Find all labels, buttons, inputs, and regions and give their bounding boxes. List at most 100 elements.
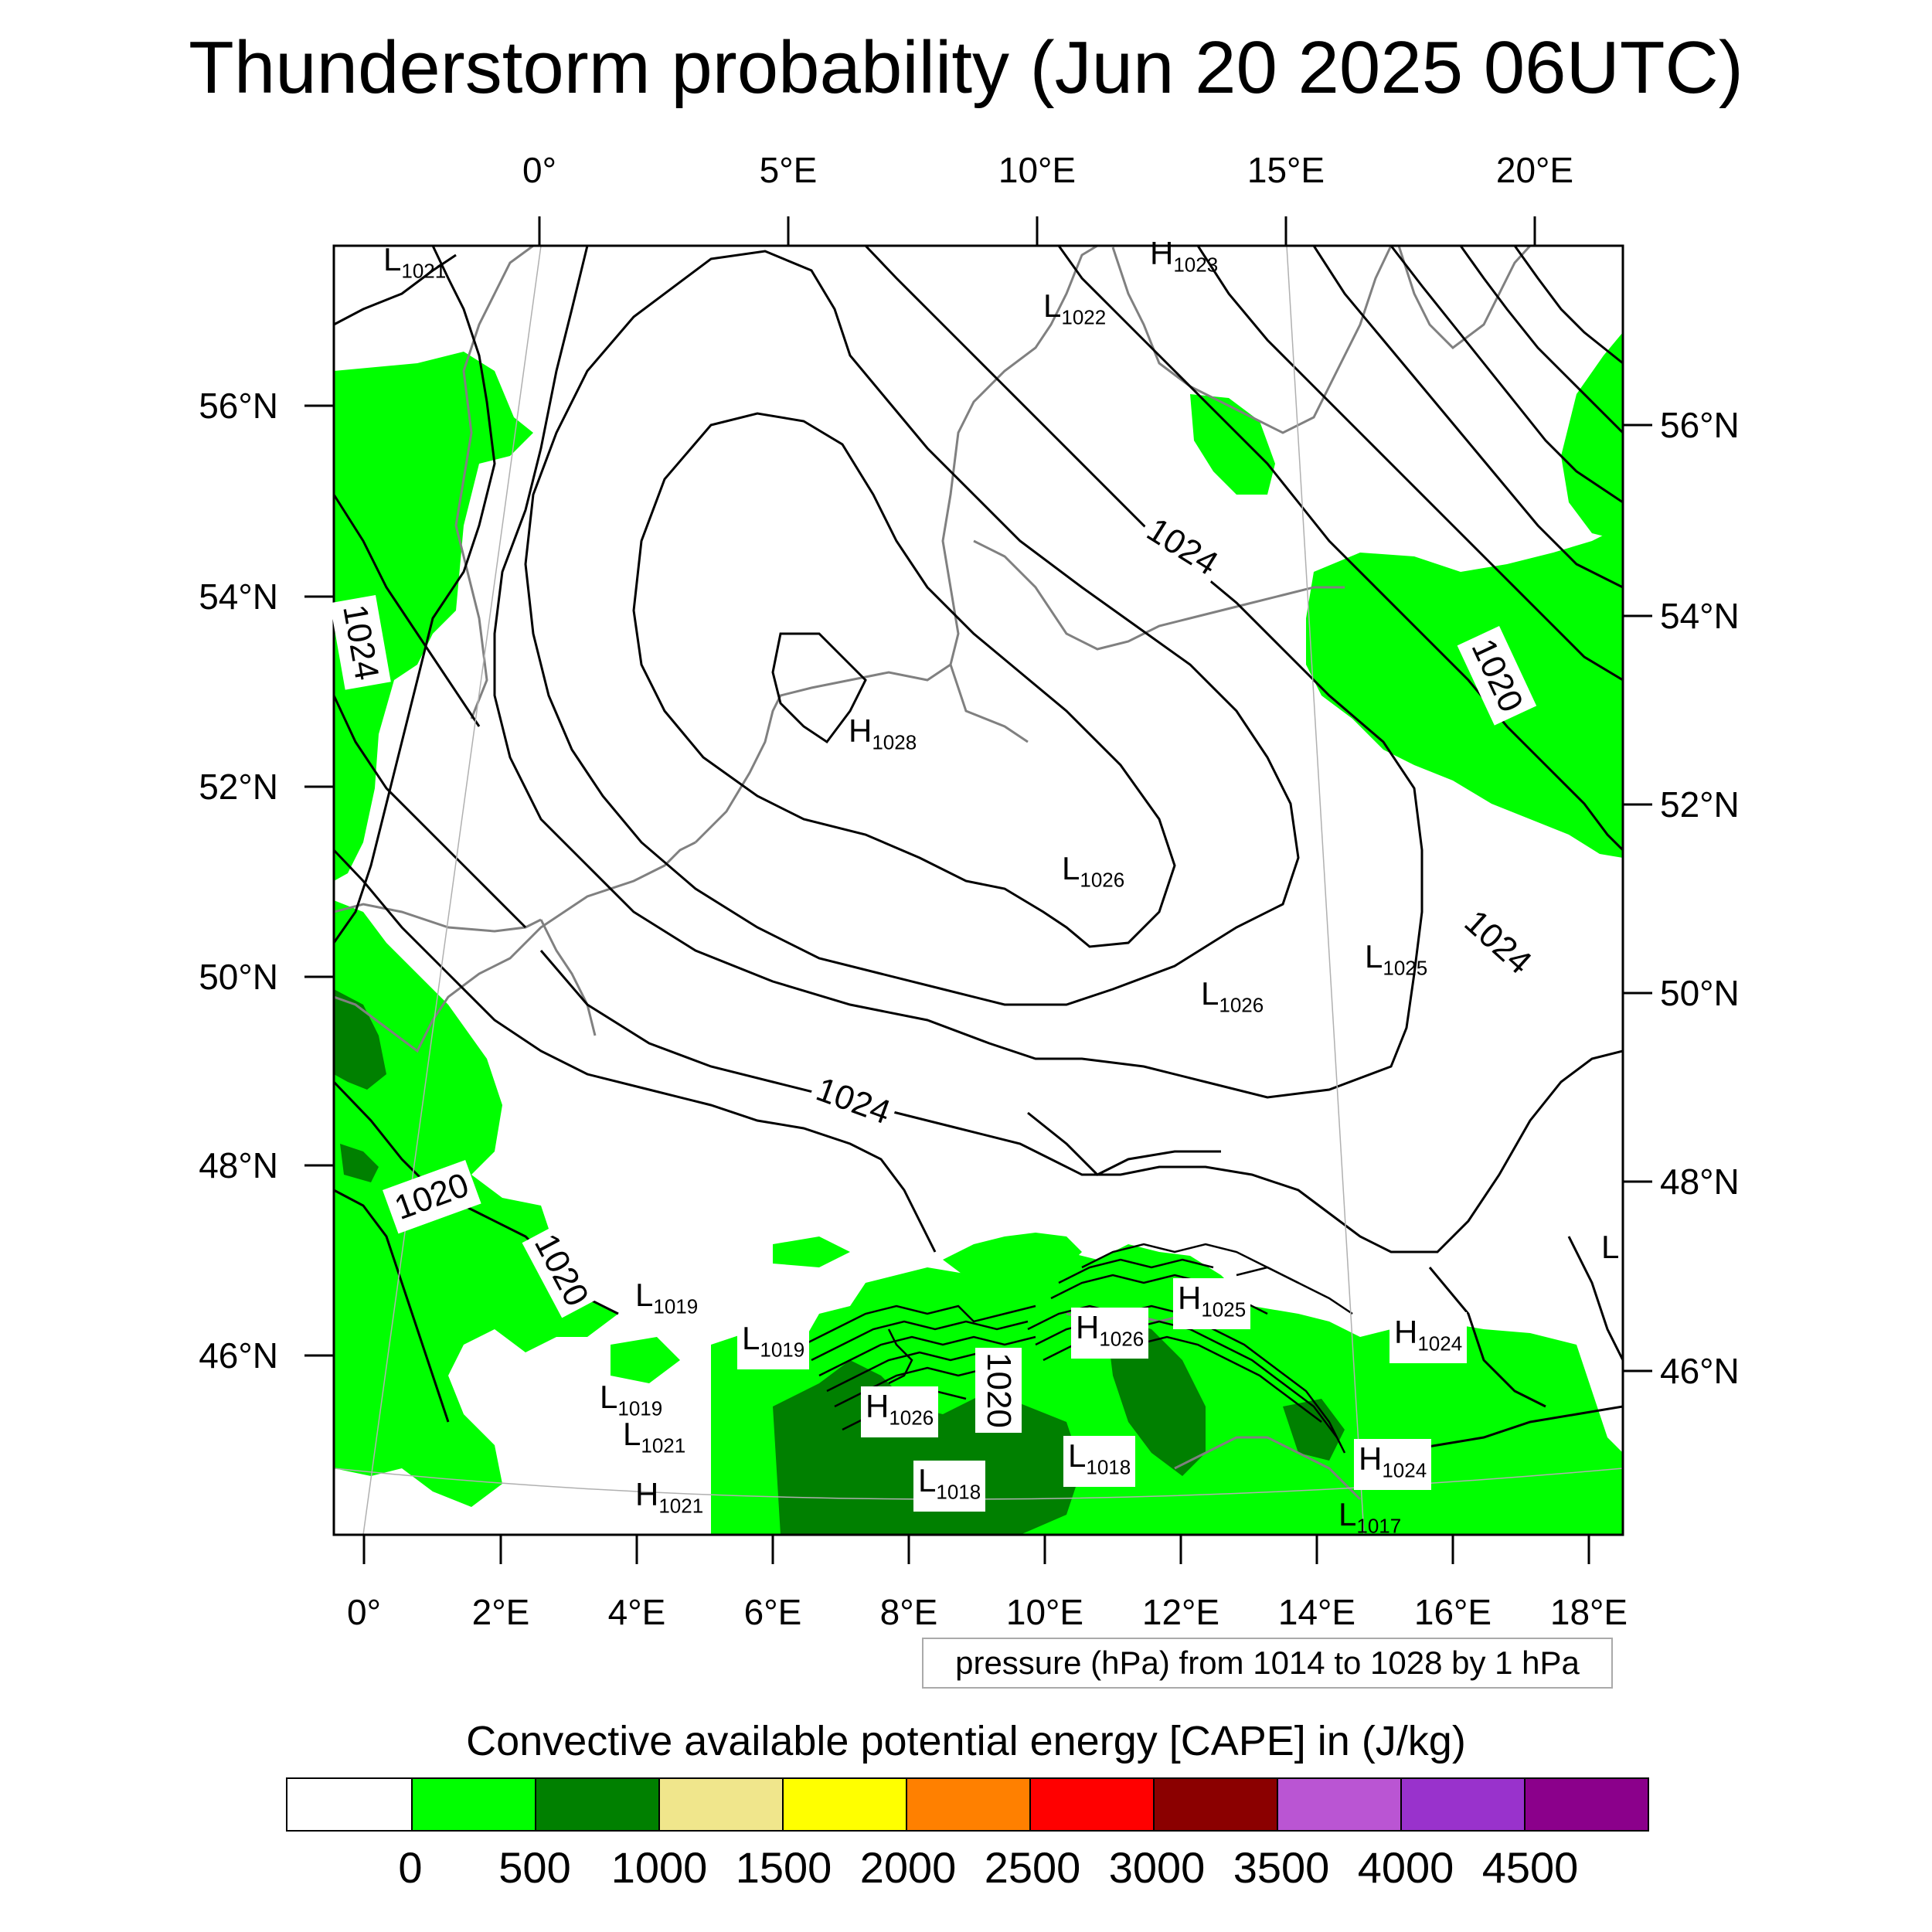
pressure-center: H1026 xyxy=(1071,1308,1149,1359)
right-lat-label: 48°N xyxy=(1660,1162,1740,1202)
center-value: 1023 xyxy=(1173,253,1219,277)
bottom-lon-label: 8°E xyxy=(879,1592,938,1632)
pressure-center: L1022 xyxy=(1043,286,1106,337)
center-value: 1026 xyxy=(1080,868,1125,892)
isobar-1023 xyxy=(1196,246,1623,682)
map-title: Thunderstorm probability (Jun 20 2025 06… xyxy=(189,26,1743,109)
center-type: L xyxy=(1338,1496,1357,1532)
center-value: 1024 xyxy=(1382,1458,1427,1482)
contour-label: 1020 xyxy=(975,1348,1022,1433)
coast-baltic-east xyxy=(1397,246,1532,349)
top-lon-label: 15°E xyxy=(1247,150,1325,190)
center-value: 1019 xyxy=(760,1338,805,1362)
pressure-center: L1025 xyxy=(1365,937,1427,988)
legend-tick: 2500 xyxy=(984,1843,1081,1892)
center-type: L xyxy=(1601,1229,1620,1265)
right-lat-label: 54°N xyxy=(1660,596,1740,636)
center-value: 1026 xyxy=(1099,1327,1145,1351)
isobar-1020-a xyxy=(1459,246,1623,434)
cape-area-baltic xyxy=(1190,394,1275,495)
center-type: L xyxy=(383,241,402,277)
color-swatch xyxy=(1277,1779,1400,1830)
cape-dark-west xyxy=(334,989,386,1182)
center-value: 1019 xyxy=(617,1396,663,1420)
cape-area-poland xyxy=(1306,526,1623,858)
pressure-note: pressure (hPa) from 1014 to 1028 by 1 hP… xyxy=(922,1638,1613,1689)
isobar-1021-c xyxy=(334,253,457,326)
color-swatch xyxy=(906,1779,1029,1830)
meridian-15e xyxy=(1286,246,1365,1535)
pressure-center: L1019 xyxy=(737,1318,810,1370)
cape-area-alps xyxy=(943,1233,1082,1283)
isobar-1021 xyxy=(1389,246,1623,504)
coast-baltic xyxy=(973,539,1345,651)
color-swatch xyxy=(782,1779,906,1830)
center-type: L xyxy=(1043,287,1062,324)
left-lat-label: 46°N xyxy=(199,1335,278,1376)
color-swatch xyxy=(658,1779,782,1830)
coast-france xyxy=(334,841,696,1053)
bottom-lon-label: 6°E xyxy=(743,1592,802,1632)
isobar-1028 xyxy=(771,632,867,744)
border-2 xyxy=(949,664,1029,743)
isobar-1024-d xyxy=(1027,1111,1221,1176)
center-type: H xyxy=(635,1476,659,1512)
axis-ticks xyxy=(304,216,1652,1564)
top-lon-label: 20°E xyxy=(1495,150,1574,190)
isobar-1019 xyxy=(1513,246,1623,365)
bottom-lon-label: 10°E xyxy=(1005,1592,1084,1632)
cape-area-scattered xyxy=(611,1236,850,1383)
pressure-center: L1018 xyxy=(1063,1436,1136,1488)
center-type: H xyxy=(866,1388,889,1424)
bottom-lon-label: 4°E xyxy=(607,1592,666,1632)
legend-tick: 0 xyxy=(398,1843,423,1892)
pressure-center: H1028 xyxy=(849,711,917,762)
legend-tick: 3500 xyxy=(1233,1843,1330,1892)
center-type: H xyxy=(1394,1314,1418,1350)
legend-tick: 1500 xyxy=(735,1843,832,1892)
cape-dark-east xyxy=(1105,1314,1345,1476)
coast-sweden xyxy=(1111,246,1393,434)
pressure-center: H1024 xyxy=(1389,1312,1468,1364)
center-value: 1021 xyxy=(641,1434,686,1458)
coast-britain xyxy=(454,246,534,719)
top-lon-label: 5°E xyxy=(759,150,818,190)
meridian-0 xyxy=(362,246,542,1535)
bottom-lon-label: 16°E xyxy=(1413,1592,1492,1632)
pressure-center: L1026 xyxy=(1062,849,1124,900)
center-type: L xyxy=(635,1277,654,1313)
pressure-center: L1017 xyxy=(1338,1495,1401,1546)
center-type: H xyxy=(1178,1280,1202,1316)
center-type: L xyxy=(1062,850,1080,886)
isobar-1027 xyxy=(632,412,1176,948)
right-lat-label: 46°N xyxy=(1660,1351,1740,1391)
center-type: L xyxy=(623,1416,641,1452)
pressure-center: H1025 xyxy=(1173,1278,1251,1330)
left-lat-label: 54°N xyxy=(199,577,278,617)
center-value: 1017 xyxy=(1356,1514,1402,1538)
center-type: L xyxy=(600,1379,618,1415)
color-swatch xyxy=(1400,1779,1524,1830)
center-type: H xyxy=(1150,235,1174,271)
center-value: 1026 xyxy=(889,1406,934,1430)
pressure-center: L xyxy=(1601,1227,1619,1278)
isobar-1025 xyxy=(493,246,1423,1099)
isobar-1018-c xyxy=(1567,1236,1623,1361)
isobar-1019-c xyxy=(1428,1267,1546,1408)
left-lat-label: 50°N xyxy=(199,957,278,997)
color-swatch xyxy=(1029,1779,1153,1830)
legend-tick: 500 xyxy=(498,1843,571,1892)
center-value: 1021 xyxy=(658,1494,704,1518)
center-type: L xyxy=(742,1320,760,1356)
cape-area-east-coast xyxy=(1561,332,1623,541)
center-type: H xyxy=(849,713,872,749)
right-lat-label: 56°N xyxy=(1660,405,1740,445)
legend-tick: 4000 xyxy=(1357,1843,1454,1892)
center-value: 1018 xyxy=(936,1480,981,1504)
bottom-lon-label: 2°E xyxy=(471,1592,530,1632)
pressure-center: H1026 xyxy=(861,1386,939,1438)
center-type: H xyxy=(1076,1309,1100,1345)
pressure-center: L1018 xyxy=(913,1461,986,1512)
border-1 xyxy=(539,919,597,1036)
bottom-lon-label: 18°E xyxy=(1549,1592,1628,1632)
